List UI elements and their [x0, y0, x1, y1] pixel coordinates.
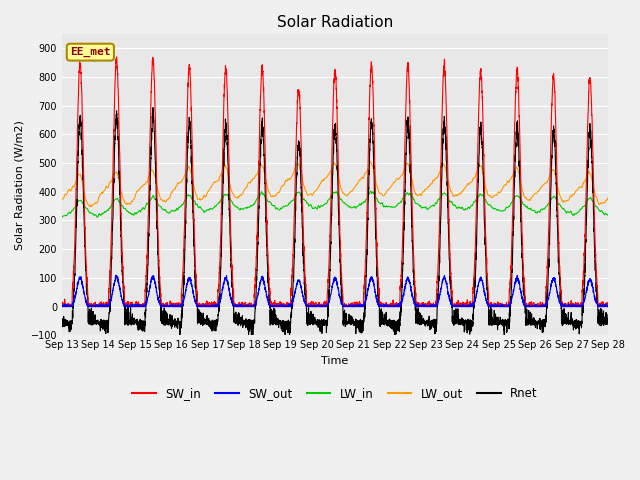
Rnet	[58, 319, 66, 325]
SW_out	[112, 272, 120, 278]
SW_in	[488, 304, 496, 310]
LW_out	[604, 196, 611, 202]
SW_in	[458, 303, 465, 309]
SW_out	[458, 304, 465, 310]
LW_in	[428, 204, 435, 209]
Line: SW_out: SW_out	[62, 275, 608, 307]
LW_out	[86, 204, 94, 210]
LW_in	[604, 212, 611, 218]
Title: Solar Radiation: Solar Radiation	[277, 15, 393, 30]
Rnet	[156, 292, 164, 298]
SW_in	[428, 301, 435, 307]
SW_in	[156, 283, 164, 288]
LW_out	[367, 159, 374, 165]
Line: SW_in: SW_in	[62, 57, 608, 307]
LW_in	[315, 203, 323, 209]
SW_in	[604, 304, 611, 310]
LW_out	[315, 184, 323, 190]
Line: Rnet: Rnet	[62, 108, 608, 336]
Line: LW_out: LW_out	[62, 162, 608, 207]
LW_in	[488, 205, 496, 211]
LW_out	[489, 194, 497, 200]
SW_in	[604, 304, 612, 310]
Line: LW_in: LW_in	[62, 191, 608, 217]
SW_in	[113, 54, 120, 60]
SW_out	[428, 302, 435, 308]
Rnet	[604, 316, 611, 322]
X-axis label: Time: Time	[321, 356, 349, 366]
SW_in	[58, 304, 66, 310]
SW_out	[604, 304, 611, 310]
SW_in	[315, 304, 323, 310]
SW_out	[58, 304, 66, 310]
SW_out	[315, 304, 323, 310]
Y-axis label: Solar Radiation (W/m2): Solar Radiation (W/m2)	[15, 120, 25, 250]
LW_in	[156, 203, 164, 209]
Legend: SW_in, SW_out, LW_in, LW_out, Rnet: SW_in, SW_out, LW_in, LW_out, Rnet	[127, 382, 543, 405]
Rnet	[604, 321, 612, 326]
Rnet	[392, 334, 399, 339]
Rnet	[428, 321, 435, 326]
LW_in	[458, 205, 465, 211]
LW_out	[604, 195, 612, 201]
LW_in	[604, 212, 612, 217]
LW_out	[428, 180, 435, 186]
Text: EE_met: EE_met	[70, 47, 111, 57]
SW_out	[156, 302, 164, 308]
Rnet	[489, 316, 497, 322]
LW_out	[458, 190, 465, 195]
Rnet	[315, 322, 323, 328]
LW_out	[156, 195, 164, 201]
SW_out	[604, 304, 612, 310]
LW_in	[367, 188, 374, 194]
LW_out	[58, 196, 66, 202]
SW_out	[488, 303, 496, 309]
LW_in	[58, 214, 66, 220]
Rnet	[458, 317, 465, 323]
Rnet	[149, 105, 157, 110]
